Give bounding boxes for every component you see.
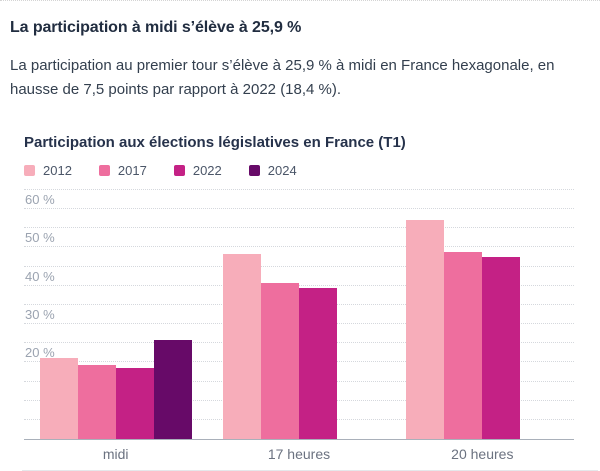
chart-legend: 2012 2017 2022 2024 <box>24 163 574 178</box>
chart-x-axis-labels: midi 17 heures 20 heures <box>24 446 574 462</box>
bar-slot <box>482 190 521 439</box>
legend-swatch-icon <box>98 165 110 176</box>
bar-2022-20-heures <box>482 257 521 439</box>
legend-swatch-icon <box>24 165 35 176</box>
x-axis-label-midi: midi <box>102 446 129 462</box>
gridline-50 <box>24 246 574 248</box>
gridline-65 <box>24 189 574 190</box>
post-headline: La participation à midi s’élève à 25,9 % <box>10 19 302 36</box>
gridline-55 <box>24 227 574 229</box>
chart-plot-area: 20 % 30 % 40 % 50 % 60 % <box>24 189 574 440</box>
gridline-45 <box>24 265 574 267</box>
bar-slot <box>260 190 299 439</box>
legend-label: 2017 <box>117 163 147 178</box>
bar-2017-17-heures <box>260 282 299 439</box>
legend-swatch-icon <box>173 165 185 176</box>
gridline-60 <box>24 208 574 210</box>
gridline-40 <box>24 284 574 286</box>
bar-2012-17-heures <box>222 253 261 439</box>
y-tick-label-50: 50 % <box>25 230 55 246</box>
legend-item-2017: 2017 <box>98 163 147 178</box>
bar-slot <box>39 190 78 439</box>
bar-slot <box>115 190 154 439</box>
bar-2017-20-heures <box>444 252 483 439</box>
bar-2024-midi <box>153 339 192 439</box>
y-tick-label-40: 40 % <box>25 268 55 284</box>
bar-2022-17-heures <box>298 288 337 439</box>
legend-label: 2012 <box>43 163 72 178</box>
legend-label: 2022 <box>192 163 222 178</box>
bar-groups <box>24 190 574 439</box>
y-tick-label-20: 20 % <box>25 345 55 361</box>
bar-slot <box>520 190 558 439</box>
x-axis-label-17-heures: 17 heures <box>267 446 331 462</box>
legend-label: 2024 <box>267 163 297 178</box>
legend-item-2012: 2012 <box>24 163 72 178</box>
chart-title: Participation aux élections législatives… <box>24 134 406 151</box>
bar-slot <box>337 190 375 439</box>
bar-2012-midi <box>39 358 78 439</box>
bar-slot <box>77 190 116 439</box>
bar-slot <box>222 190 261 439</box>
legend-item-2024: 2024 <box>248 163 297 178</box>
bar-group-midi <box>24 190 207 439</box>
post-body: La participation au premier tour s’élève… <box>10 57 555 98</box>
live-post: La participation à midi s’élève à 25,9 %… <box>0 1 600 462</box>
bar-slot <box>406 190 445 439</box>
y-tick-label-60: 60 % <box>25 192 55 208</box>
bar-2012-20-heures <box>406 219 445 439</box>
post-separator-top <box>0 0 600 1</box>
legend-swatch-icon <box>248 165 260 176</box>
bar-group-20-heures <box>391 190 574 439</box>
x-axis-label-20-heures: 20 heures <box>451 446 514 462</box>
y-tick-label-30: 30 % <box>25 307 55 323</box>
participation-bar-chart: Participation aux élections législatives… <box>24 133 574 462</box>
legend-item-2022: 2022 <box>173 163 222 178</box>
bar-slot <box>153 190 192 439</box>
bar-slot <box>444 190 483 439</box>
bar-group-17-heures <box>207 190 390 439</box>
bar-2017-midi <box>77 365 116 439</box>
bar-2022-midi <box>115 368 154 439</box>
bar-slot <box>298 190 337 439</box>
